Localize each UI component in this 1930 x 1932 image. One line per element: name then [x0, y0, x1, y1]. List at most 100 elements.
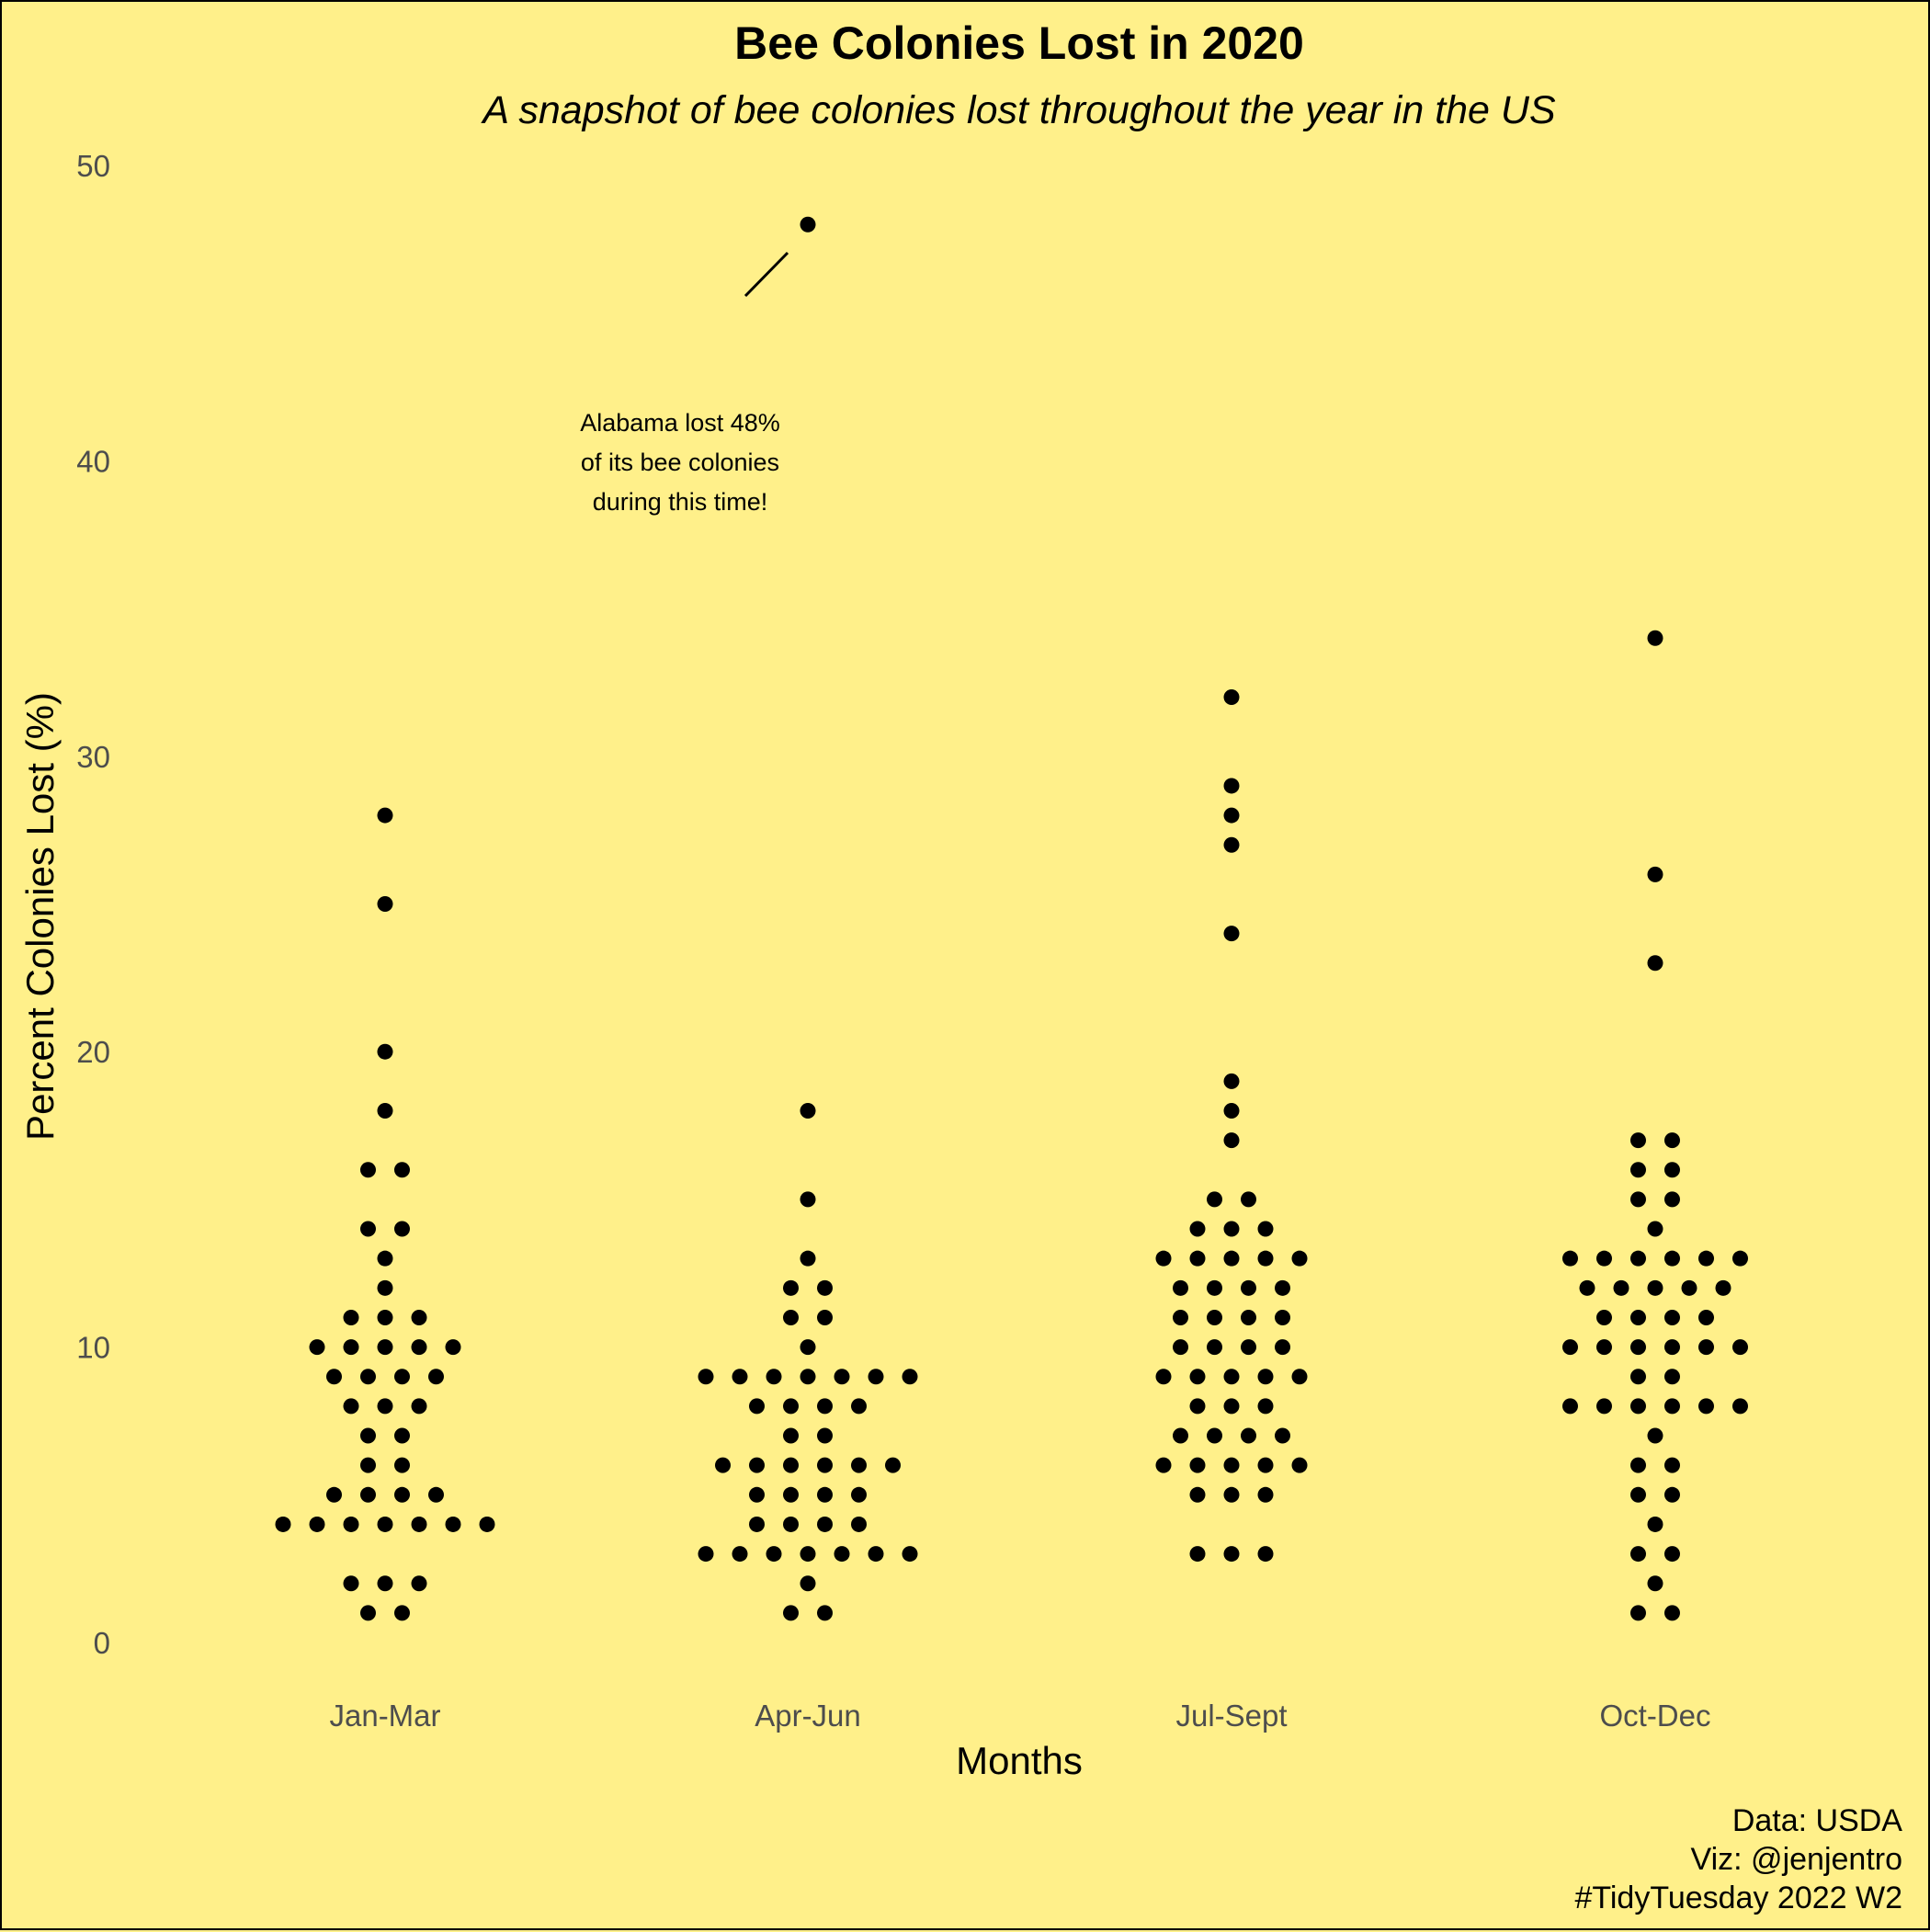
data-point — [1189, 1546, 1206, 1563]
data-point — [1189, 1369, 1206, 1385]
data-point — [1223, 836, 1240, 853]
data-point — [343, 1398, 359, 1415]
annotation-text: of its bee colonies — [581, 449, 779, 476]
data-point — [749, 1486, 765, 1503]
data-point — [1630, 1398, 1646, 1415]
data-point — [783, 1309, 799, 1325]
data-point — [377, 807, 393, 824]
data-point — [377, 1043, 393, 1060]
data-point — [732, 1369, 748, 1385]
data-point — [1664, 1309, 1680, 1325]
data-point — [1647, 1279, 1663, 1296]
data-point — [360, 1162, 376, 1178]
data-point — [868, 1369, 884, 1385]
data-point — [800, 1369, 816, 1385]
data-point — [360, 1457, 376, 1473]
y-tick-label: 40 — [76, 444, 110, 478]
data-point — [377, 1516, 393, 1532]
data-point — [1664, 1162, 1680, 1178]
data-point — [360, 1486, 376, 1503]
data-point — [1241, 1279, 1256, 1296]
data-point — [377, 1575, 393, 1592]
data-point — [1223, 807, 1240, 824]
data-point — [1257, 1221, 1274, 1237]
data-point — [343, 1575, 359, 1592]
data-point — [1257, 1250, 1274, 1267]
data-point — [800, 216, 816, 233]
data-point — [1241, 1427, 1256, 1444]
data-point — [1291, 1250, 1308, 1267]
data-point — [1664, 1250, 1680, 1267]
data-point — [1664, 1546, 1680, 1563]
data-point — [800, 1191, 816, 1208]
caption-line: #TidyTuesday 2022 W2 — [1574, 1881, 1902, 1915]
x-axis-title: Months — [956, 1739, 1083, 1782]
data-point — [377, 896, 393, 912]
data-point — [868, 1546, 884, 1563]
data-point — [394, 1427, 410, 1444]
data-point — [343, 1339, 359, 1356]
data-point — [1664, 1339, 1680, 1356]
data-point — [411, 1398, 427, 1415]
data-point — [1223, 1221, 1240, 1237]
data-point — [1207, 1309, 1222, 1325]
data-point — [428, 1369, 444, 1385]
data-point — [1698, 1339, 1714, 1356]
data-point — [1189, 1457, 1206, 1473]
data-point — [1223, 926, 1240, 942]
data-point — [698, 1546, 714, 1563]
data-point — [1155, 1457, 1172, 1473]
data-point — [1207, 1191, 1222, 1208]
data-point — [1189, 1250, 1206, 1267]
data-point — [851, 1516, 867, 1532]
data-point — [1698, 1250, 1714, 1267]
data-point — [766, 1546, 782, 1563]
data-point — [1596, 1250, 1612, 1267]
caption-line: Data: USDA — [1732, 1803, 1902, 1838]
data-point — [1596, 1309, 1612, 1325]
x-tick-label: Apr-Jun — [755, 1699, 861, 1733]
data-point — [1223, 1102, 1240, 1119]
data-point — [851, 1486, 867, 1503]
data-point — [377, 1309, 393, 1325]
data-point — [1257, 1486, 1274, 1503]
data-point — [1257, 1398, 1274, 1415]
data-point — [1715, 1279, 1731, 1296]
data-point — [783, 1486, 799, 1503]
data-point — [1732, 1250, 1748, 1267]
data-point — [1291, 1369, 1308, 1385]
data-point — [411, 1339, 427, 1356]
data-point — [445, 1339, 461, 1356]
data-point — [1596, 1398, 1612, 1415]
data-point — [851, 1398, 867, 1415]
data-point — [885, 1457, 901, 1473]
data-point — [1647, 1516, 1663, 1532]
data-point — [1223, 1073, 1240, 1089]
data-point — [309, 1339, 325, 1356]
data-point — [1207, 1339, 1222, 1356]
data-point — [766, 1369, 782, 1385]
data-point — [1630, 1162, 1646, 1178]
data-point — [817, 1309, 833, 1325]
chart-title: Bee Colonies Lost in 2020 — [734, 17, 1304, 69]
data-point — [749, 1516, 765, 1532]
data-point — [1562, 1398, 1578, 1415]
data-point — [360, 1369, 376, 1385]
data-point — [479, 1516, 495, 1532]
data-point — [1241, 1309, 1256, 1325]
data-point — [1275, 1427, 1290, 1444]
data-point — [1207, 1427, 1222, 1444]
data-point — [1291, 1457, 1308, 1473]
data-point — [1223, 1486, 1240, 1503]
data-point — [411, 1575, 427, 1592]
data-point — [1275, 1339, 1290, 1356]
data-point — [1257, 1369, 1274, 1385]
data-point — [817, 1486, 833, 1503]
data-point — [360, 1221, 376, 1237]
data-point — [1189, 1221, 1206, 1237]
data-point — [1664, 1191, 1680, 1208]
data-point — [1664, 1398, 1680, 1415]
data-point — [326, 1369, 342, 1385]
data-point — [851, 1457, 867, 1473]
data-point — [394, 1605, 410, 1621]
